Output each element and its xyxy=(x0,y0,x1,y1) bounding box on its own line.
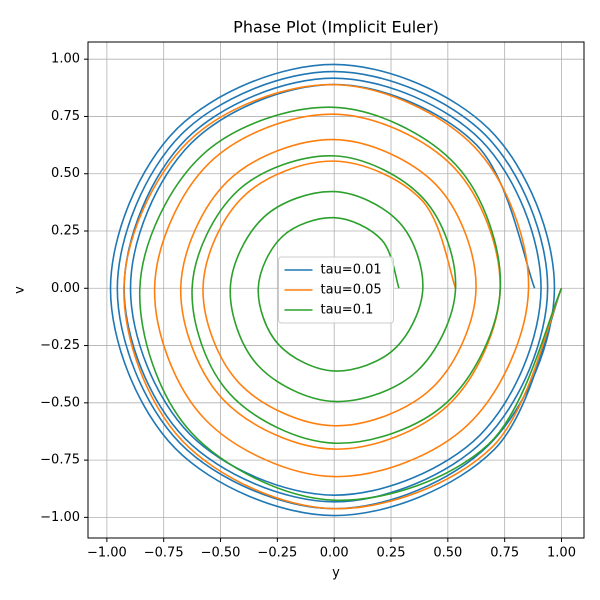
chart-title: Phase Plot (Implicit Euler) xyxy=(233,18,439,37)
x-tick-label: −0.25 xyxy=(257,546,297,561)
legend-label: tau=0.01 xyxy=(321,263,382,278)
x-tick-label: 0.50 xyxy=(433,546,462,561)
y-tick-label: −0.75 xyxy=(40,453,80,468)
x-axis-label: y xyxy=(332,566,340,581)
series-line xyxy=(139,106,563,502)
x-tick-label: 1.00 xyxy=(547,546,576,561)
legend-label: tau=0.05 xyxy=(321,283,382,298)
y-tick-label: 0.50 xyxy=(51,166,80,181)
series-line xyxy=(109,63,563,517)
legend: tau=0.01 tau=0.05 tau=0.1 xyxy=(278,256,394,324)
y-tick-label: −1.00 xyxy=(40,510,80,525)
y-tick-label: 0.25 xyxy=(51,224,80,239)
y-axis-label: v xyxy=(13,286,28,294)
legend-label: tau=0.1 xyxy=(321,303,374,318)
x-tick-label: 0.75 xyxy=(490,546,519,561)
x-tick-label: −0.50 xyxy=(201,546,241,561)
y-tick-label: 0.75 xyxy=(51,109,80,124)
x-tick-label: 0.25 xyxy=(377,546,406,561)
series-line xyxy=(123,83,563,510)
y-tick-label: −0.25 xyxy=(40,338,80,353)
y-tick-label: −0.50 xyxy=(40,395,80,410)
x-tick-label: 0.00 xyxy=(320,546,349,561)
axes-frame xyxy=(87,41,585,539)
y-tick-label: 0.00 xyxy=(51,281,80,296)
y-tick-label: 1.00 xyxy=(51,52,80,67)
x-tick-label: −1.00 xyxy=(87,546,127,561)
legend-box xyxy=(278,256,394,324)
x-tick-label: −0.75 xyxy=(144,546,184,561)
